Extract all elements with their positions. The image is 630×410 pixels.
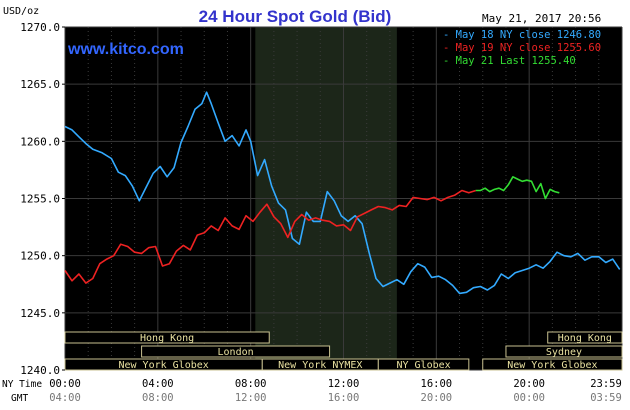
series-line-3	[475, 176, 560, 200]
y-tick-label: 1245.0	[20, 307, 60, 320]
session-bar	[141, 345, 331, 358]
y-tick-label: 1255.0	[20, 193, 60, 206]
x-tick-label-gmt: 20:00	[421, 392, 453, 404]
y-axis-unit-label: USD/oz	[3, 6, 39, 17]
session-bar	[482, 358, 623, 371]
legend-entry-2: - May 19 NY close 1255.60	[443, 42, 601, 54]
session-label: Sydney	[546, 347, 582, 358]
session-label: Hong Kong	[558, 333, 612, 344]
y-tick-label: 1265.0	[20, 78, 60, 91]
y-tick-label: 1260.0	[20, 135, 60, 148]
session-bar	[64, 331, 270, 344]
x-tick-label-gmt: 08:00	[142, 392, 174, 404]
session-label: New York NYMEX	[278, 360, 362, 371]
watermark: www.kitco.com	[67, 41, 184, 58]
x-tick-label-ny: 00:00	[49, 378, 81, 390]
x-tick-label-ny: 16:00	[421, 378, 453, 390]
session-label: New York Globex	[118, 360, 208, 371]
legend-entry-3: - May 21 Last 1255.40	[443, 55, 576, 67]
x-tick-label-gmt: 16:00	[328, 392, 360, 404]
x-tick-label-ny: 23:59	[590, 378, 622, 390]
chart-title: 24 Hour Spot Gold (Bid)	[199, 7, 392, 26]
timestamp: May 21, 2017 20:56	[482, 12, 601, 25]
series-line-2	[64, 189, 477, 284]
x-tick-label-ny: 20:00	[513, 378, 545, 390]
session-bar	[505, 345, 623, 358]
session-label: New York Globex	[507, 360, 597, 371]
session-bar	[377, 358, 470, 371]
y-tick-label: 1240.0	[20, 364, 60, 377]
x-tick-label-gmt: 00:00	[513, 392, 545, 404]
x-tick-label-gmt: 03:59	[590, 392, 622, 404]
y-tick-label: 1250.0	[20, 250, 60, 263]
x-tick-label-ny: 12:00	[328, 378, 360, 390]
gmt-row-label: GMT	[11, 393, 28, 404]
y-tick-label: 1270.0	[20, 21, 60, 34]
x-tick-label-gmt: 04:00	[49, 392, 81, 404]
session-label: London	[218, 347, 254, 358]
legend-entry-1: - May 18 NY close 1246.80	[443, 29, 601, 41]
x-tick-label-ny: 04:00	[142, 378, 174, 390]
series-line-1	[64, 91, 621, 295]
x-tick-label-gmt: 12:00	[235, 392, 267, 404]
x-tick-label-ny: 08:00	[235, 378, 267, 390]
session-label: Hong Kong	[140, 333, 194, 344]
session-label: NY Globex	[396, 360, 450, 371]
session-bar	[547, 331, 623, 344]
ny-time-row-label: NY Time	[2, 379, 42, 390]
